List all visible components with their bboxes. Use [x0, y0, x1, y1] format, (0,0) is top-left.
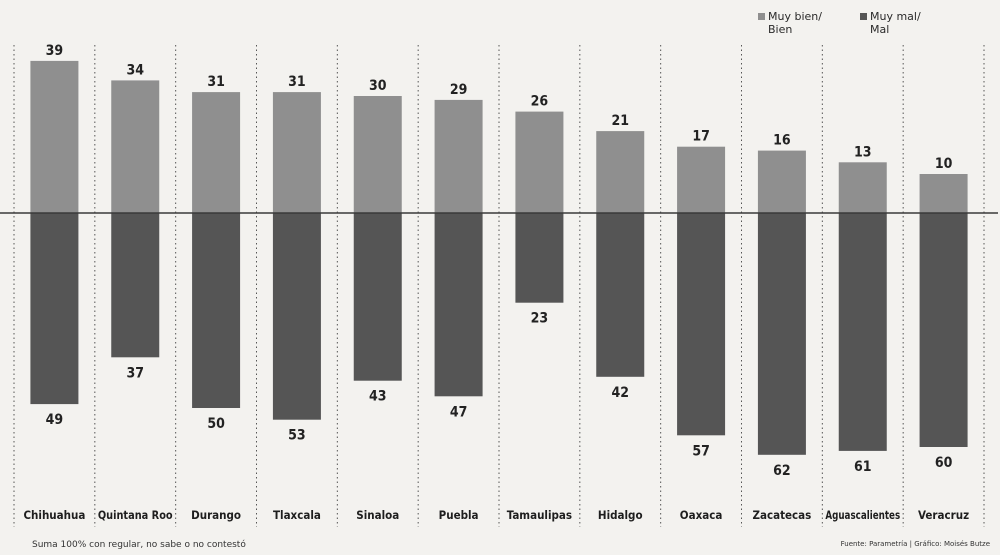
data-label-negative: 37	[126, 365, 144, 381]
data-label-negative: 49	[46, 412, 64, 428]
bar-negative	[677, 213, 726, 436]
source-credit: Fuente: Parametría | Gráfico: Moisés But…	[840, 540, 990, 548]
category-label: Tlaxcala	[273, 508, 321, 522]
legend-label-positive-line2: Bien	[768, 23, 793, 36]
data-label-positive: 16	[773, 133, 791, 149]
legend-label-positive-line1: Muy bien/	[768, 10, 822, 23]
bar-negative	[30, 213, 79, 405]
category-label: Sinaloa	[356, 508, 399, 522]
data-label-negative: 61	[854, 459, 872, 475]
data-labels: 39 49 34 37 31 50 31 53 30 43 29 47 26 23 21 42 17 57 16 62…	[46, 43, 953, 479]
data-label-positive: 17	[692, 129, 710, 145]
bar-negative	[192, 213, 241, 408]
data-label-negative: 53	[288, 428, 306, 444]
category-label: Zacatecas	[752, 508, 811, 522]
bar-negative	[111, 213, 160, 358]
data-label-positive: 30	[369, 78, 387, 94]
data-label-negative: 42	[611, 385, 629, 401]
bars	[30, 60, 968, 455]
data-label-negative: 57	[692, 443, 710, 459]
legend-label-negative-line1: Muy mal/	[870, 10, 921, 23]
category-label: Puebla	[439, 508, 479, 522]
bar-positive	[515, 111, 564, 213]
legend-item-negative: Muy mal/ Mal	[860, 10, 928, 36]
bar-positive	[353, 96, 402, 213]
data-label-positive: 29	[450, 82, 468, 98]
data-label-negative: 50	[207, 416, 225, 432]
bar-negative	[596, 213, 645, 377]
column-separators	[13, 45, 985, 527]
legend-label-positive: Muy bien/ Bien	[768, 10, 826, 36]
category-label: Oaxaca	[680, 508, 723, 522]
data-label-positive: 21	[611, 113, 629, 129]
bar-positive	[596, 131, 645, 213]
data-label-positive: 39	[46, 43, 64, 59]
bar-positive	[272, 92, 321, 213]
category-label: Chihuahua	[23, 508, 85, 522]
legend-item-positive: Muy bien/ Bien	[758, 10, 826, 36]
category-label: Aguascalientes	[825, 508, 900, 522]
bar-positive	[919, 174, 968, 213]
category-label: Quintana Roo	[98, 508, 173, 522]
category-label: Tamaulipas	[507, 508, 572, 522]
legend-label-negative: Muy mal/ Mal	[870, 10, 928, 36]
bar-negative	[434, 213, 483, 397]
bar-negative	[838, 213, 887, 451]
bar-negative	[757, 213, 806, 455]
category-label: Durango	[191, 508, 241, 522]
footnote: Suma 100% con regular, no sabe o no cont…	[32, 540, 246, 550]
legend-label-negative-line2: Mal	[870, 23, 890, 36]
data-label-negative: 62	[773, 463, 791, 479]
category-label: Hidalgo	[598, 508, 643, 522]
legend-swatch-negative	[860, 13, 867, 20]
bar-negative	[272, 213, 321, 420]
bar-positive	[30, 60, 79, 214]
bar-negative	[919, 213, 968, 447]
data-label-positive: 10	[935, 156, 953, 172]
data-label-positive: 13	[854, 144, 872, 160]
bar-positive	[838, 162, 887, 213]
bar-positive	[677, 146, 726, 213]
data-label-positive: 26	[531, 94, 549, 110]
bar-negative	[515, 213, 564, 303]
data-label-negative: 47	[450, 404, 468, 420]
bar-positive	[434, 99, 483, 213]
bar-positive	[192, 92, 241, 213]
data-label-positive: 31	[207, 74, 225, 90]
data-label-negative: 43	[369, 389, 387, 405]
bar-positive	[757, 150, 806, 213]
data-label-positive: 34	[126, 62, 144, 78]
legend-swatch-positive	[758, 13, 765, 20]
data-label-negative: 23	[531, 311, 549, 327]
bar-negative	[353, 213, 402, 381]
data-label-negative: 60	[935, 455, 953, 471]
category-labels: Chihuahua Quintana Roo Durango Tlaxcala Sina…	[23, 508, 969, 522]
data-label-positive: 31	[288, 74, 306, 90]
category-label: Veracruz	[918, 508, 969, 522]
bar-positive	[111, 80, 160, 214]
